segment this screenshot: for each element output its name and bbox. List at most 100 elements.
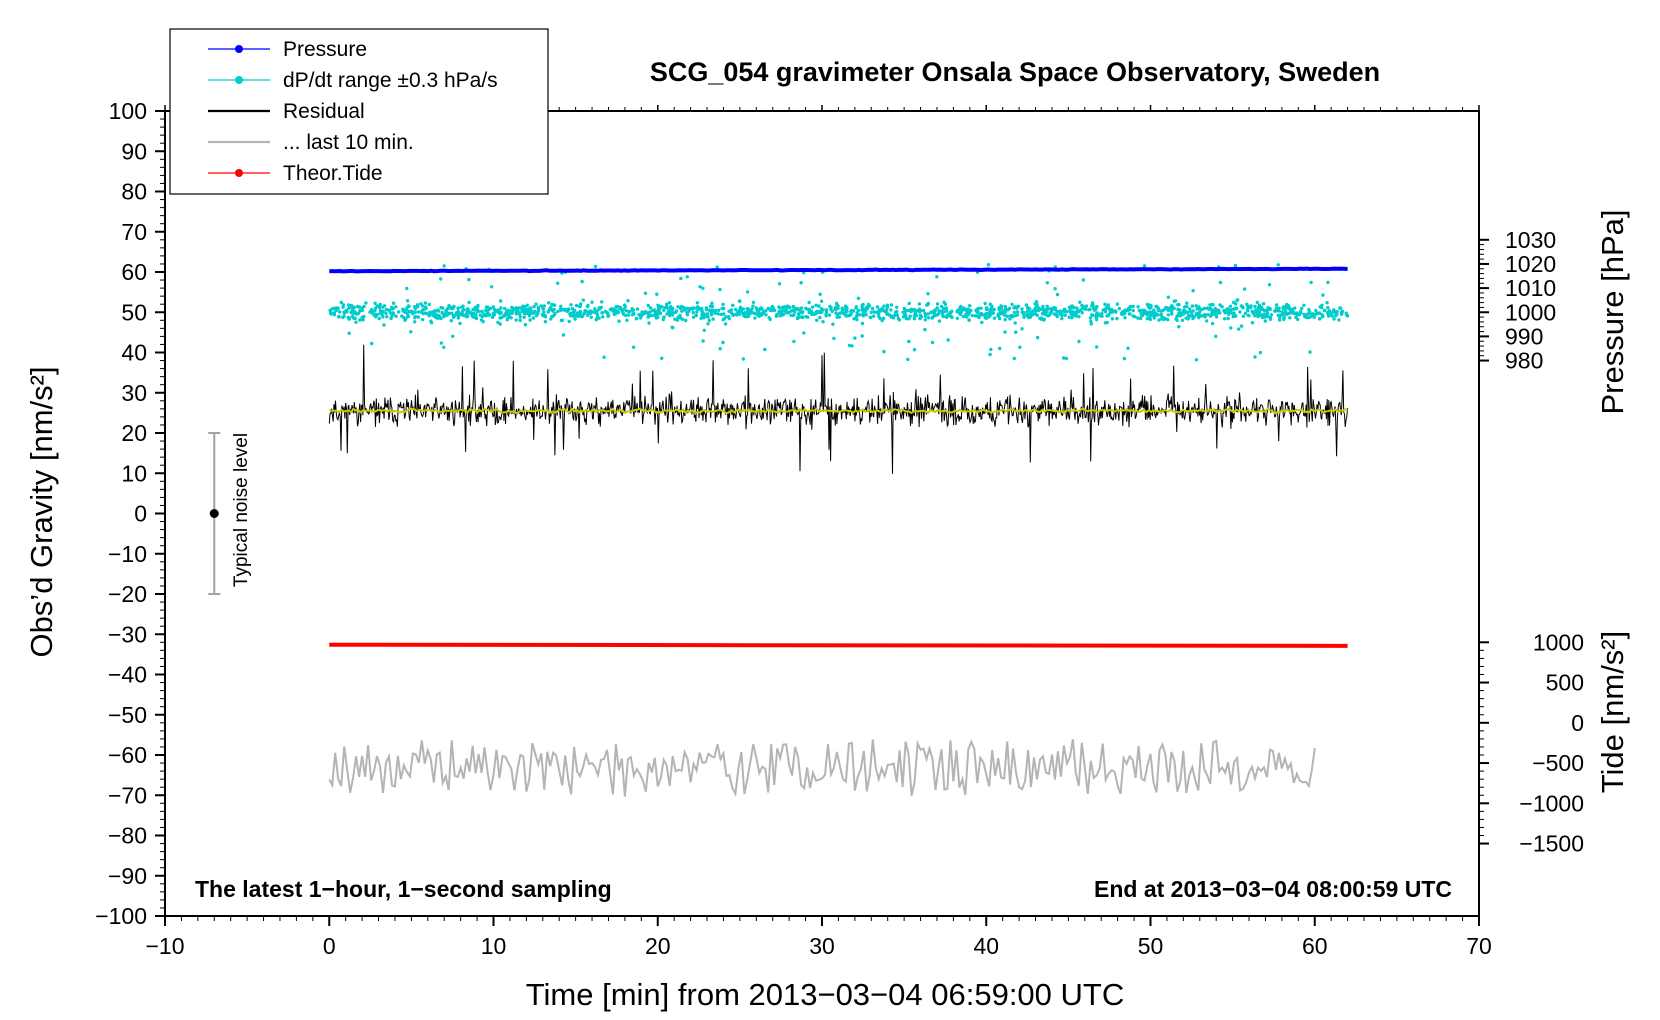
dpdt-point [681,305,685,310]
dpdt-point [779,310,784,315]
dpdt-point [643,291,648,295]
dpdt-point [377,316,381,321]
dpdt-point [1212,309,1216,313]
dpdt-point [566,308,570,312]
dpdt-point [389,316,393,321]
dpdt-point [935,302,940,306]
dpdt-point [840,308,845,312]
dpdt-point [655,315,659,319]
dpdt-point [638,312,642,317]
dpdt-point [543,320,548,324]
dpdt-point [1003,304,1007,309]
dpdt-point [657,304,661,308]
dpdt-point [1055,292,1060,297]
dpdt-point [610,307,614,311]
dpdt-point [1126,346,1130,350]
dpdt-point [1123,316,1127,320]
dpdt-point [626,299,630,303]
dpdt-point [605,311,610,315]
dpdt-point [332,311,336,315]
dpdt-point [412,305,417,309]
dpdt-point [421,317,425,322]
dpdt-point [1321,293,1325,297]
dpdt-point [881,316,886,320]
dpdt-point [573,317,577,321]
dpdt-point [737,312,742,316]
dpdt-point [492,307,496,312]
dpdt-point [1053,287,1057,291]
dpdt-point [1234,302,1238,306]
dpdt-point [1334,311,1339,315]
dpdt-point [751,304,755,308]
dpdt-point [1010,302,1014,307]
dpdt-point [1054,313,1059,317]
dpdt-point [536,311,540,315]
dpdt-point [471,307,475,312]
dpdt-point [686,307,691,311]
dpdt-point [379,309,383,313]
pressure-series-line [329,266,1348,274]
dpdt-point [382,323,386,327]
dpdt-point [1172,299,1177,303]
dpdt-point [1321,313,1325,318]
dpdt-point [1186,317,1190,321]
dpdt-point [589,315,593,319]
dpdt-point [923,327,927,332]
dpdt-point [467,277,471,282]
dpdt-point [868,315,872,319]
dpdt-point [810,312,814,317]
dpdt-point [1170,312,1174,316]
dpdt-point [1299,310,1303,315]
dpdt-point [1045,307,1050,311]
dpdt-point [1028,312,1032,317]
dpdt-point [1241,314,1246,318]
dpdt-point [793,310,797,314]
dpdt-point [1095,304,1099,309]
dpdt-point [559,304,563,308]
dpdt-point [553,311,557,316]
dpdt-point [657,307,662,311]
dpdt-point [442,264,446,268]
dpdt-point [1229,326,1233,330]
dpdt-point [828,304,832,309]
dpdt-point [914,313,918,318]
dpdt-point [1282,315,1286,319]
dpdt-point [744,311,748,315]
dpdt-point [907,301,911,306]
dpdt-point [568,314,573,318]
dpdt-point [563,307,568,312]
dpdt-point [416,310,421,314]
dpdt-point [849,312,853,316]
dpdt-point [942,300,946,304]
dpdt-point [1093,308,1097,312]
dpdt-point [691,315,696,319]
dpdt-point [339,300,343,305]
dpdt-point [1206,313,1210,317]
dpdt-point [746,307,750,311]
dpdt-point [1188,309,1193,314]
dpdt-point [523,305,527,309]
dpdt-point [1084,304,1089,308]
dpdt-point [1194,304,1198,308]
dpdt-point [509,316,513,320]
dpdt-point [527,314,532,318]
dpdt-point [526,308,530,313]
dpdt-point [465,309,469,313]
dpdt-point [698,285,702,289]
dpdt-point [396,310,401,314]
dpdt-point [421,308,425,312]
dpdt-point [362,314,366,319]
dpdt-point [560,318,565,322]
dpdt-point [514,306,518,310]
x-tick-label: 0 [323,933,336,959]
dpdt-point [470,314,475,318]
dpdt-point [498,299,503,303]
dpdt-point [775,313,779,317]
dpdt-point [456,314,461,318]
dpdt-point [946,338,950,342]
dpdt-point [1242,287,1247,291]
dpdt-point [1281,305,1286,309]
dpdt-point [1337,318,1341,322]
dpdt-point [461,313,465,318]
dpdt-point [909,309,913,314]
